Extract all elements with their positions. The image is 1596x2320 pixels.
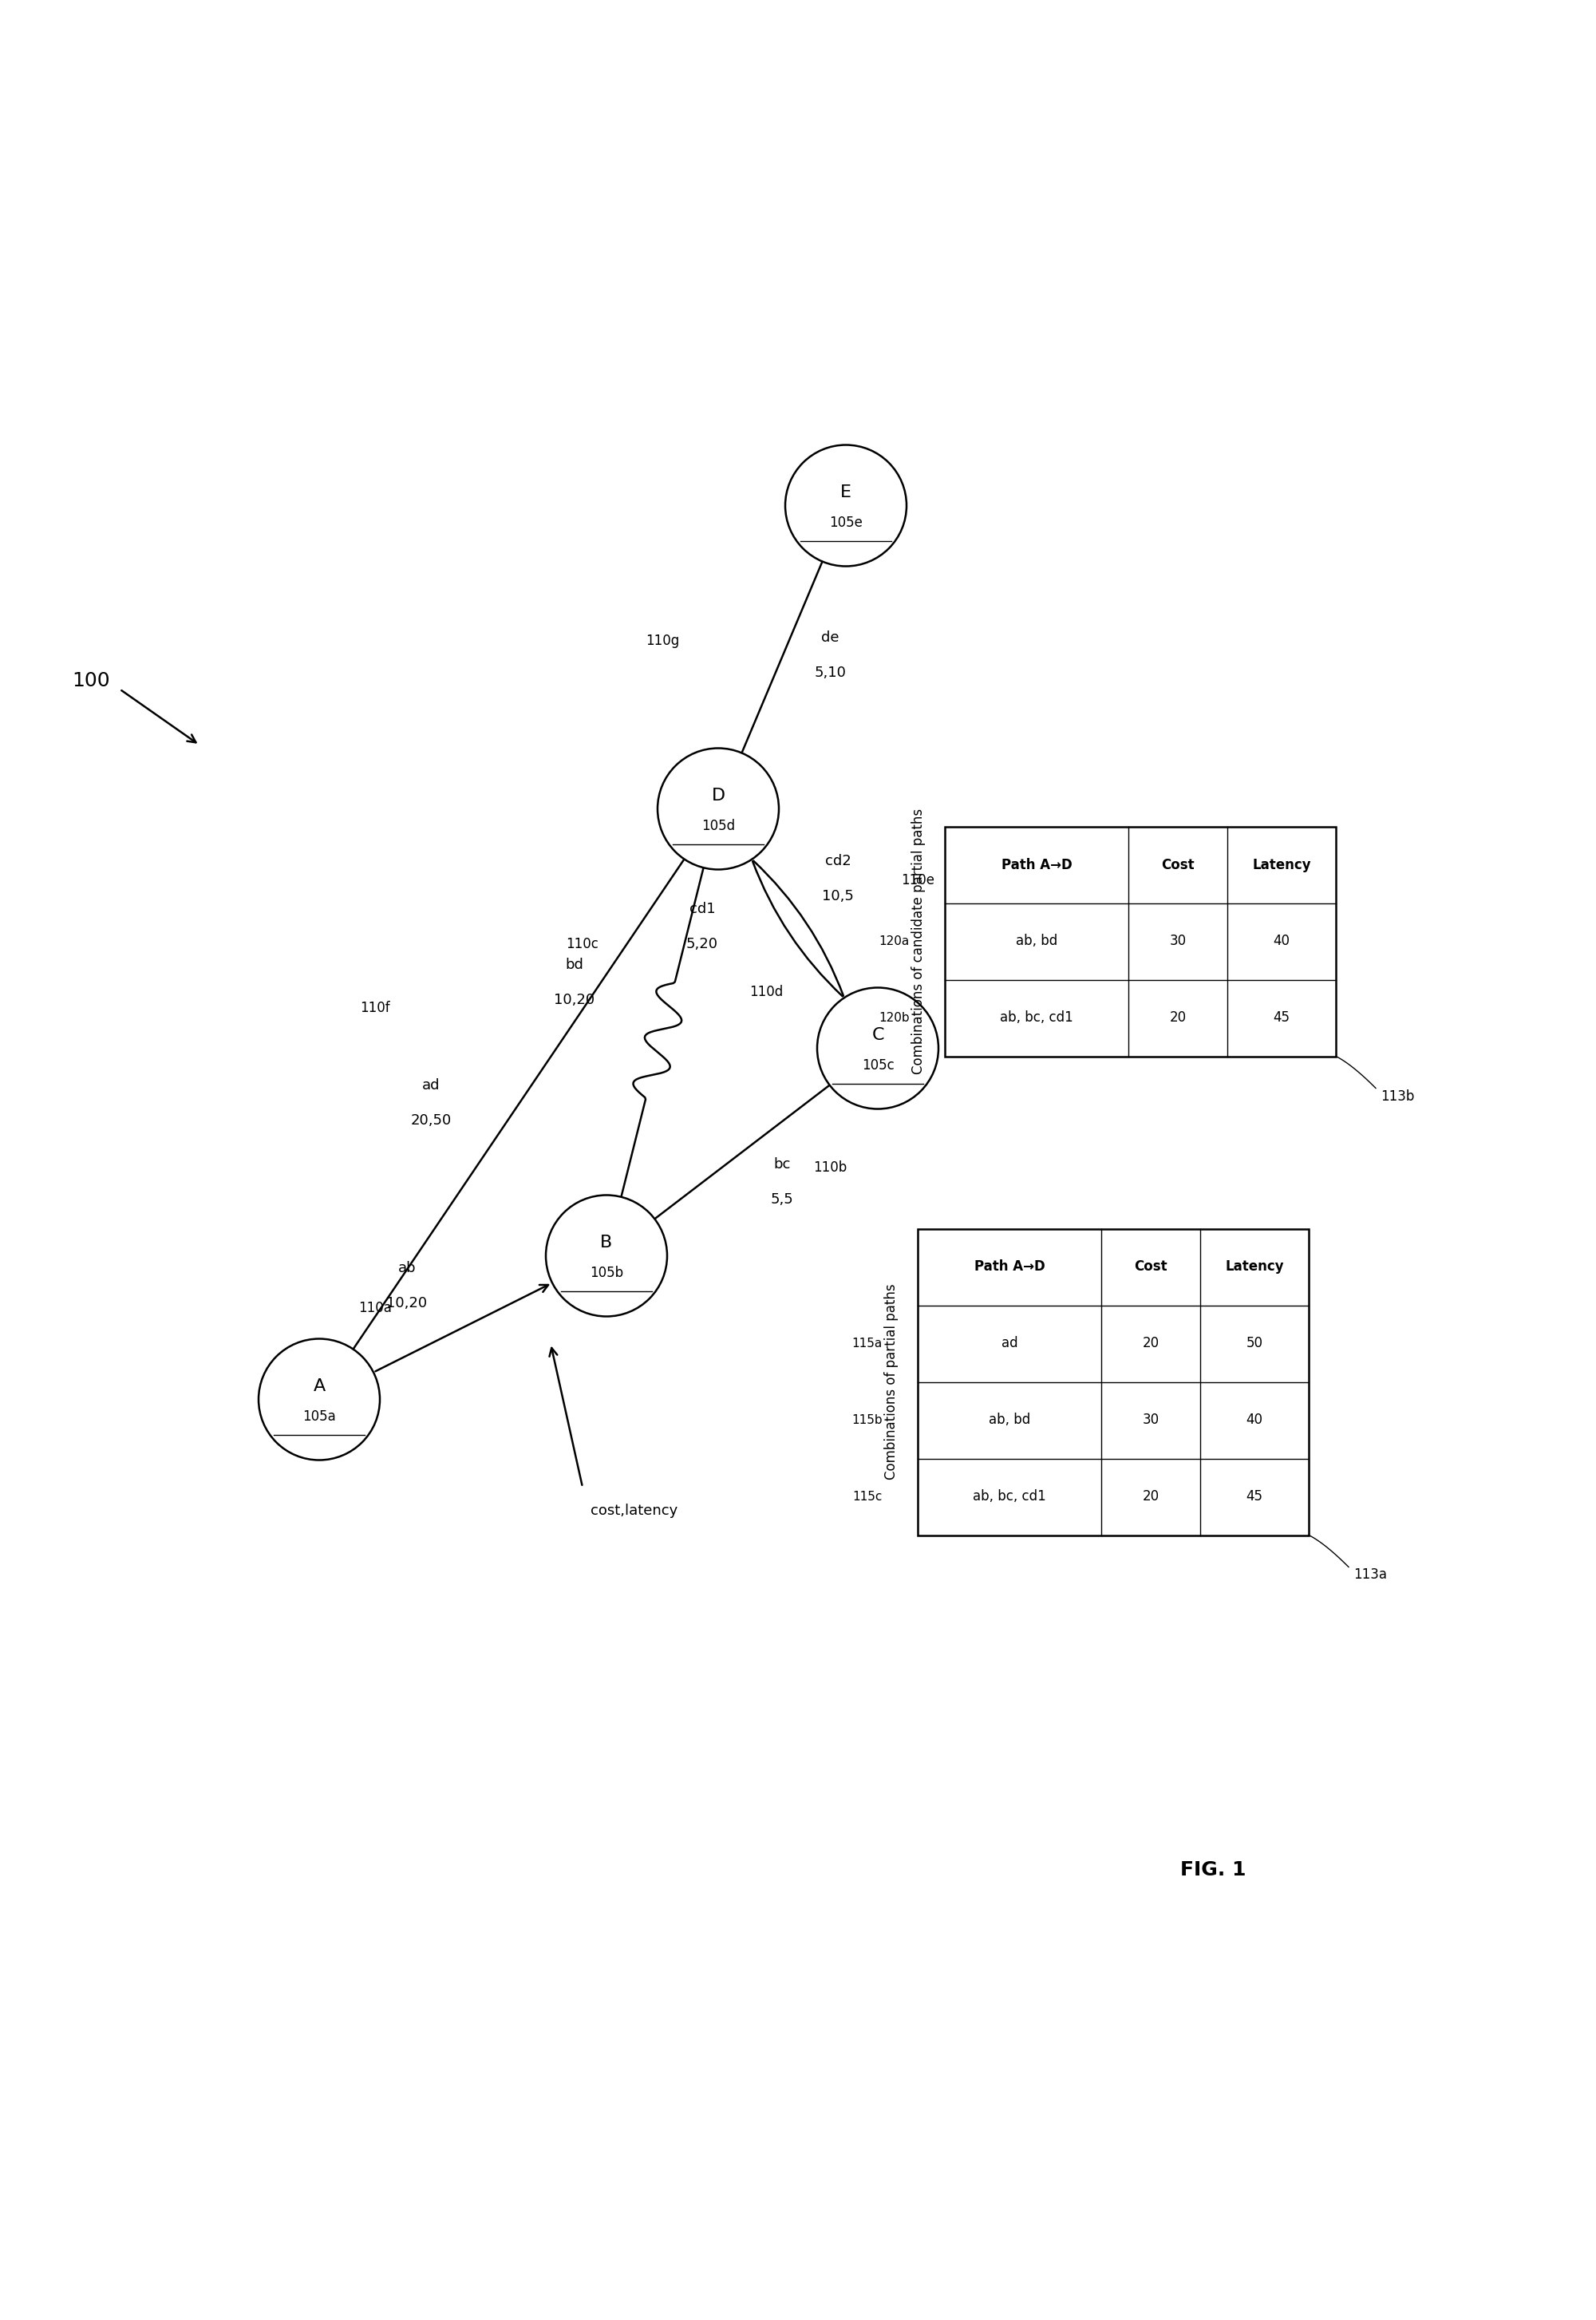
Text: 110e: 110e [900,875,935,889]
Circle shape [785,445,907,566]
Text: ad: ad [1001,1336,1018,1350]
Text: 105b: 105b [589,1267,624,1281]
Text: cd1: cd1 [689,902,715,916]
Text: FIG. 1: FIG. 1 [1179,1861,1246,1879]
Text: 120a: 120a [879,935,910,947]
FancyArrowPatch shape [753,861,843,995]
Text: ab, bd: ab, bd [988,1413,1031,1427]
Text: 20: 20 [1143,1489,1159,1503]
Text: ab: ab [397,1262,417,1276]
Text: cost,latency: cost,latency [591,1503,678,1517]
Circle shape [546,1195,667,1315]
Circle shape [658,747,779,870]
Text: C: C [871,1028,884,1044]
Text: 10,20: 10,20 [386,1297,428,1311]
Text: 110b: 110b [812,1160,847,1176]
Bar [918,1230,1309,1536]
Text: Latency: Latency [1226,1260,1283,1274]
Text: Path A→D: Path A→D [1001,858,1073,872]
Text: bc: bc [774,1158,790,1172]
Text: 110d: 110d [749,986,784,1000]
Text: 110a: 110a [359,1302,391,1315]
Text: 5,10: 5,10 [814,666,846,680]
Text: 45: 45 [1274,1012,1290,1025]
Text: 5,5: 5,5 [771,1192,793,1206]
Text: 113b: 113b [1381,1088,1414,1104]
Text: 115b: 115b [852,1415,883,1427]
Text: 115a: 115a [852,1339,883,1350]
Circle shape [817,988,938,1109]
Text: Cost: Cost [1162,858,1194,872]
Text: bd: bd [565,958,584,972]
Text: 50: 50 [1246,1336,1262,1350]
Text: ab, bd: ab, bd [1015,935,1058,949]
Text: 30: 30 [1143,1413,1159,1427]
Text: 20: 20 [1170,1012,1186,1025]
Text: ad: ad [421,1079,440,1093]
Text: D: D [712,786,725,803]
Text: A: A [313,1378,326,1394]
Text: B: B [600,1234,613,1250]
Text: 100: 100 [72,670,110,691]
Text: 10,5: 10,5 [822,889,854,905]
Text: E: E [839,485,852,501]
Text: 40: 40 [1274,935,1290,949]
Text: 105e: 105e [830,515,862,529]
Text: 20,50: 20,50 [410,1114,452,1128]
Text: Combinations of candidate partial paths: Combinations of candidate partial paths [911,807,926,1074]
Text: 45: 45 [1246,1489,1262,1503]
Text: de: de [820,631,839,645]
Text: 110f: 110f [361,1002,389,1016]
Text: Combinations of partial paths: Combinations of partial paths [884,1283,899,1480]
Text: 10,20: 10,20 [554,993,595,1007]
Text: 120b: 120b [879,1012,910,1023]
Text: Latency: Latency [1253,858,1310,872]
Text: 40: 40 [1246,1413,1262,1427]
FancyArrowPatch shape [753,861,843,995]
Text: 30: 30 [1170,935,1186,949]
Text: 20: 20 [1143,1336,1159,1350]
Circle shape [259,1339,380,1459]
Text: 113a: 113a [1353,1568,1387,1582]
Text: cd2: cd2 [825,854,851,868]
Text: 105c: 105c [862,1058,894,1072]
Text: Path A→D: Path A→D [974,1260,1045,1274]
Text: 110c: 110c [567,937,598,951]
Bar [945,826,1336,1056]
Text: ab, bc, cd1: ab, bc, cd1 [974,1489,1045,1503]
Text: 5,20: 5,20 [686,937,718,951]
Text: 105a: 105a [303,1408,335,1424]
Text: 105d: 105d [701,819,736,833]
Text: Cost: Cost [1135,1260,1167,1274]
Text: ab, bc, cd1: ab, bc, cd1 [1001,1012,1073,1025]
Text: 110g: 110g [645,633,680,647]
Text: 115c: 115c [852,1492,883,1503]
